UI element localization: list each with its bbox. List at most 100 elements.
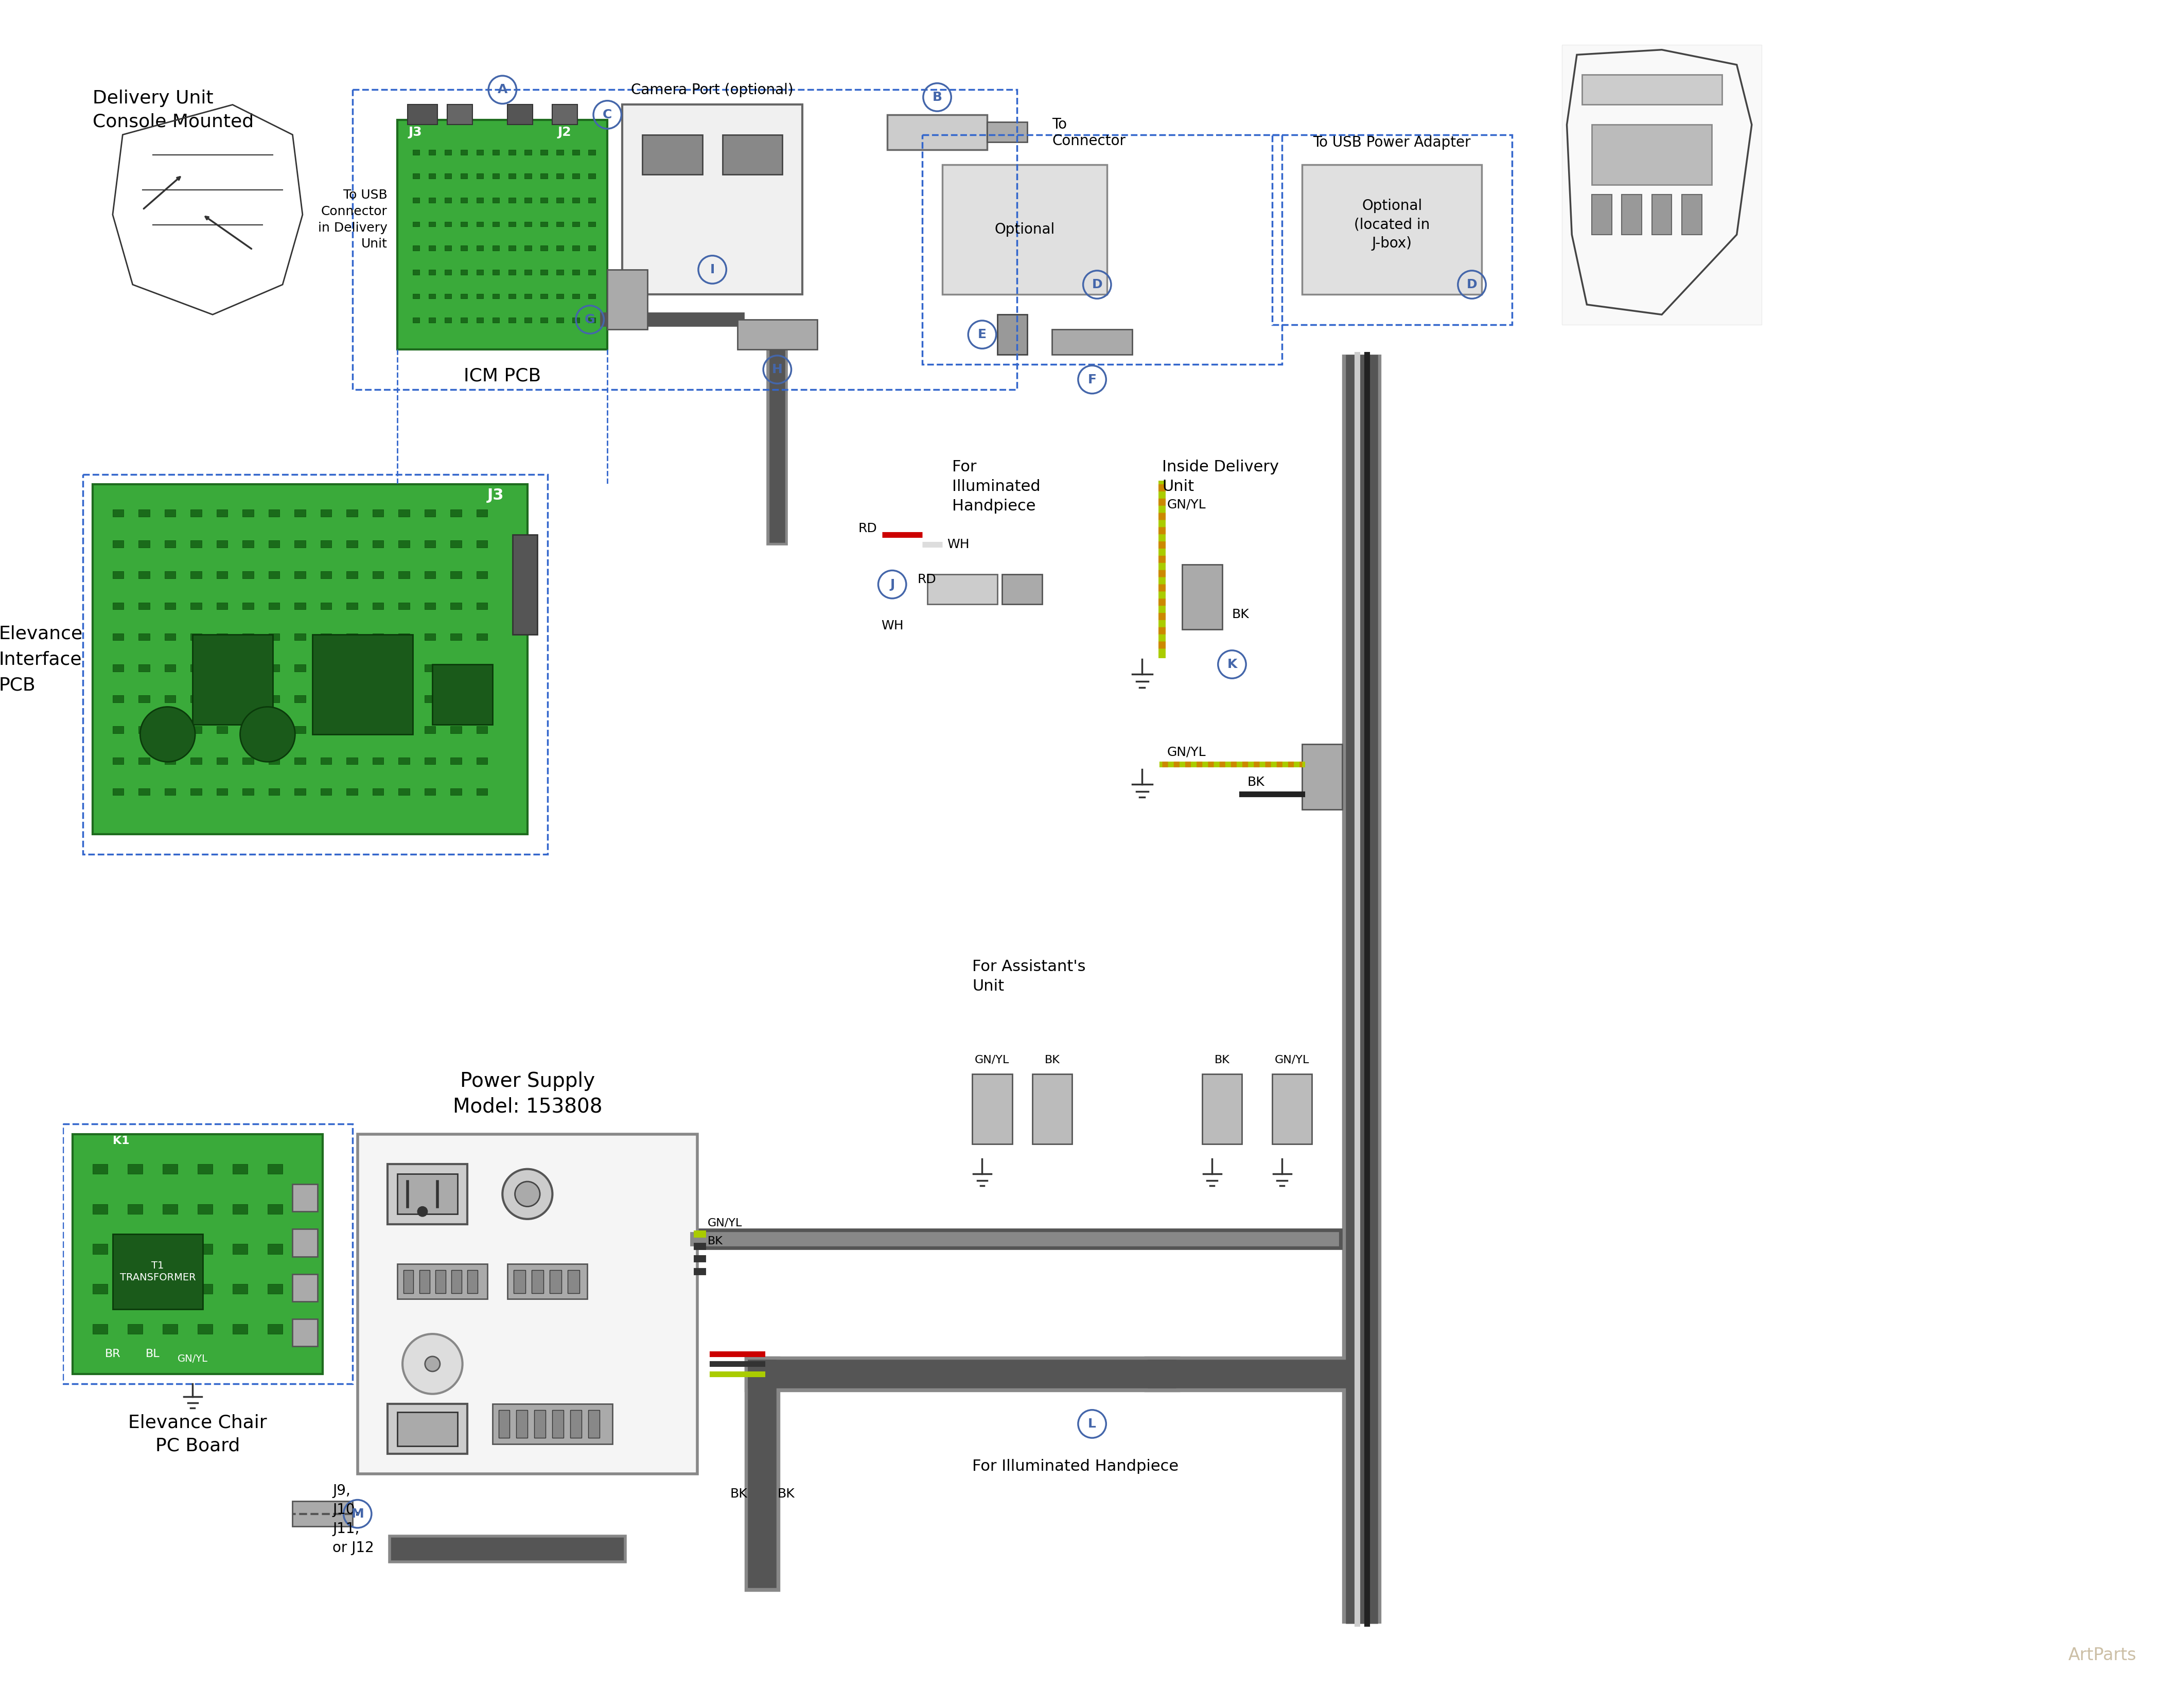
Bar [573, 222, 579, 227]
Text: H: H [772, 364, 783, 376]
Bar [292, 1184, 318, 1211]
Bar [493, 174, 499, 179]
Bar [294, 789, 305, 796]
Bar [74, 1134, 322, 1373]
Bar [642, 135, 703, 174]
Bar [493, 222, 499, 227]
Bar [128, 1243, 143, 1254]
Bar [525, 174, 532, 179]
Bar [320, 603, 331, 610]
Bar [346, 603, 357, 610]
Bar [508, 1264, 588, 1300]
Bar [573, 318, 579, 323]
Bar [553, 104, 577, 125]
Bar [242, 789, 253, 796]
Bar [190, 789, 201, 796]
Bar [413, 294, 419, 299]
Bar [268, 789, 279, 796]
Text: M: M [350, 1508, 363, 1520]
Bar [190, 540, 201, 548]
Bar [242, 726, 253, 733]
Text: ArtParts: ArtParts [2069, 1647, 2136, 1664]
Bar [387, 1165, 467, 1225]
Text: J3: J3 [409, 126, 422, 138]
Bar [943, 164, 1107, 294]
Text: BK: BK [707, 1237, 722, 1247]
Bar [476, 757, 486, 763]
Text: Elevance
Interface
PCB: Elevance Interface PCB [0, 625, 82, 693]
Bar [540, 198, 547, 203]
Text: A: A [497, 84, 508, 96]
Bar [556, 270, 564, 275]
Bar [508, 294, 515, 299]
Bar [476, 198, 484, 203]
Bar [525, 318, 532, 323]
Text: GN/YL: GN/YL [975, 1056, 1010, 1066]
Bar [553, 1409, 564, 1438]
Bar [398, 1173, 458, 1214]
Bar [346, 634, 357, 640]
Bar [525, 246, 532, 251]
Bar [128, 1204, 143, 1214]
Bar [461, 174, 467, 179]
Bar [268, 572, 279, 579]
Bar [112, 509, 123, 516]
Bar [346, 572, 357, 579]
Bar [372, 757, 383, 763]
Bar [216, 726, 227, 733]
Bar [162, 1165, 177, 1173]
Bar [428, 198, 435, 203]
Bar [292, 1274, 318, 1301]
Bar [450, 603, 461, 610]
Bar [973, 1074, 1012, 1144]
Text: GN/YL: GN/YL [177, 1354, 208, 1363]
Bar [138, 664, 149, 671]
Bar [268, 1165, 283, 1173]
Bar [398, 634, 409, 640]
Bar [413, 198, 419, 203]
Bar [320, 509, 331, 516]
Bar [294, 509, 305, 516]
Bar [413, 174, 419, 179]
Bar [493, 270, 499, 275]
Bar [242, 572, 253, 579]
Bar [292, 1319, 318, 1346]
Bar [242, 540, 253, 548]
Text: J3: J3 [486, 487, 504, 502]
Bar [573, 150, 579, 155]
Text: GN/YL: GN/YL [1167, 746, 1206, 758]
Text: C: C [603, 109, 612, 121]
Bar [138, 540, 149, 548]
Bar [608, 270, 646, 330]
Bar [508, 318, 515, 323]
Bar [164, 572, 175, 579]
Bar [398, 1413, 458, 1447]
Bar [566, 1271, 579, 1293]
Bar [372, 509, 383, 516]
Bar [292, 1230, 318, 1257]
Text: Delivery Unit
Console Mounted: Delivery Unit Console Mounted [93, 91, 253, 130]
Bar [476, 540, 486, 548]
Bar [242, 509, 253, 516]
Bar [525, 222, 532, 227]
Bar [424, 572, 435, 579]
Bar [588, 246, 595, 251]
Bar [450, 634, 461, 640]
Bar [268, 1204, 283, 1214]
Bar [493, 294, 499, 299]
Bar [1682, 195, 1701, 234]
Bar [93, 1243, 108, 1254]
Bar [294, 664, 305, 671]
Bar [1271, 1074, 1312, 1144]
Bar [320, 572, 331, 579]
Bar [413, 222, 419, 227]
Circle shape [502, 1168, 553, 1220]
Bar [448, 104, 473, 125]
Bar [164, 634, 175, 640]
Bar [112, 572, 123, 579]
Bar [242, 695, 253, 702]
Text: F: F [1087, 374, 1096, 386]
Bar [346, 509, 357, 516]
Text: RD: RD [917, 574, 936, 586]
Bar [413, 270, 419, 275]
